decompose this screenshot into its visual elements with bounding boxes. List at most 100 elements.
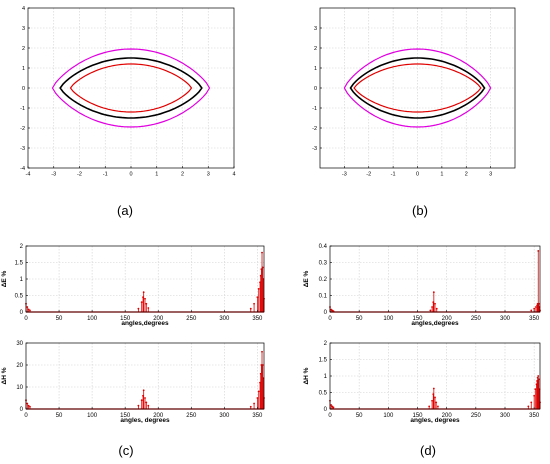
- x-tick-label: 2: [181, 172, 184, 178]
- x-tick-label: 150: [120, 316, 131, 322]
- y-tick-label: -4: [20, 166, 25, 172]
- y-tick-label: 2: [20, 244, 24, 250]
- series-curve-2: [69, 63, 193, 113]
- spike-marker: [434, 302, 436, 305]
- y-tick-label: 1: [20, 277, 24, 283]
- spike-marker: [140, 301, 143, 303]
- x-tick-label: 0: [24, 413, 28, 419]
- spike-marker: [137, 404, 140, 407]
- spike-marker: [533, 307, 536, 310]
- y-tick-label: 0.3: [319, 261, 328, 267]
- y-tick-label: -1: [312, 106, 317, 112]
- x-tick-label: 0: [129, 172, 132, 178]
- y-tick-label: 0: [314, 86, 317, 92]
- spike-marker: [144, 297, 146, 300]
- y-tick-label: 1: [314, 66, 317, 72]
- spike-marker: [332, 406, 335, 409]
- x-tick-label: 200: [153, 316, 164, 322]
- y-tick-label: 0.1: [319, 294, 328, 300]
- spike-marker: [437, 405, 439, 408]
- x-tick-label: 350: [252, 413, 263, 419]
- x-tick-label: 1: [440, 172, 443, 178]
- series-curve-1: [349, 57, 486, 119]
- spike-marker: [537, 375, 540, 377]
- y-axis-label: ΔE %: [1, 270, 8, 287]
- y-tick-label: 0: [324, 407, 328, 413]
- y-tick-label: 0.4: [319, 244, 328, 250]
- series-curve-2: [353, 63, 482, 113]
- chart-d-bottom: 0 50 100 150 200 250 300 350 0 0.5 1 1.5 2 angles, de…: [303, 341, 541, 424]
- y-tick-label: 1.5: [15, 261, 24, 267]
- chart-c-top: 0 50 100 150 200 250 300 350 0 0.5 1 1.5 2 angles,deg…: [1, 244, 265, 327]
- x-tick-label: 0: [24, 316, 28, 322]
- y-axis-label: ΔE %: [303, 270, 310, 287]
- x-axis-label: angles, degrees: [120, 417, 170, 424]
- x-tick-label: 2: [465, 172, 468, 178]
- series-curve-0: [343, 48, 492, 128]
- y-tick-label: 0.5: [319, 391, 328, 397]
- y-tick-label: 0.5: [15, 294, 24, 300]
- spike-marker: [428, 405, 431, 408]
- chart-c-bottom: 0 50 100 150 200 250 300 350 0 10 20 30 angles, degr…: [1, 341, 265, 424]
- spike-marker: [144, 397, 146, 399]
- spike-marker: [261, 251, 263, 254]
- y-tick-label: 2: [314, 46, 317, 52]
- y-axis-label: ΔH %: [1, 367, 8, 384]
- spike-marker: [435, 401, 438, 404]
- y-tick-label: 2: [324, 341, 328, 347]
- x-tick-label: -2: [77, 172, 82, 178]
- spike-marker: [535, 306, 537, 308]
- x-tick-label: 300: [500, 316, 511, 322]
- y-tick-label: 1.5: [319, 358, 328, 364]
- spike-marker: [142, 291, 145, 294]
- spike-marker: [27, 404, 30, 407]
- x-tick-label: 100: [383, 316, 394, 322]
- x-tick-label: 1: [155, 172, 158, 178]
- spike-marker: [537, 378, 540, 381]
- spike-marker: [530, 309, 533, 312]
- chart-d-top: 0 50 100 150 200 250 300 350 0 0.1 0.2 0.3 0.4 angles…: [303, 244, 541, 327]
- panel-label-b: (b): [412, 203, 428, 218]
- y-tick-label: 0.2: [319, 277, 328, 283]
- x-tick-label: -3: [342, 172, 347, 178]
- y-axis-label: ΔH %: [303, 367, 310, 384]
- spike-marker: [431, 399, 433, 402]
- y-tick-label: -3: [20, 146, 25, 152]
- axes-box: [25, 342, 265, 410]
- spike-marker: [145, 302, 148, 305]
- x-tick-label: 350: [529, 413, 540, 419]
- spike-marker: [432, 387, 435, 390]
- y-tick-label: 2: [22, 46, 25, 52]
- x-tick-label: -3: [51, 172, 56, 178]
- y-tick-label: -3: [312, 146, 317, 152]
- x-axis-label: angles,degrees: [121, 320, 169, 327]
- x-tick-label: 3: [207, 172, 210, 178]
- x-tick-label: -1: [391, 172, 396, 178]
- y-tick-label: 0: [20, 310, 24, 316]
- x-tick-label: 0: [416, 172, 419, 178]
- x-tick-label: 250: [186, 413, 197, 419]
- x-tick-label: 300: [219, 413, 230, 419]
- series-curve-0: [51, 48, 211, 128]
- x-axis-label: angles,degrees: [411, 320, 459, 327]
- y-tick-label: 20: [16, 363, 23, 369]
- chart-b: -3 -2 -1 0 1 2 3 -3 -2 -1 0 1 2 3: [312, 7, 516, 178]
- x-tick-label: 350: [529, 316, 540, 322]
- spike-marker: [27, 308, 30, 311]
- x-tick-label: 150: [412, 316, 423, 322]
- spike-marker: [253, 402, 255, 405]
- y-tick-label: 30: [16, 341, 23, 347]
- y-tick-label: 1: [324, 374, 328, 380]
- spike-marker: [533, 394, 536, 397]
- spike-marker: [256, 296, 259, 299]
- spike-marker: [29, 309, 31, 312]
- x-tick-label: 0: [328, 316, 332, 322]
- x-tick-label: -1: [103, 172, 108, 178]
- x-tick-label: 150: [120, 413, 131, 419]
- spike-marker: [140, 399, 143, 402]
- x-tick-label: 200: [153, 413, 164, 419]
- x-tick-label: 300: [219, 316, 230, 322]
- chart-a: -4 -3 -2 -1 0 1 2 3 4 -4 -3 -2 -1 0 1 2 3 4: [20, 6, 235, 178]
- spike-marker: [257, 288, 260, 290]
